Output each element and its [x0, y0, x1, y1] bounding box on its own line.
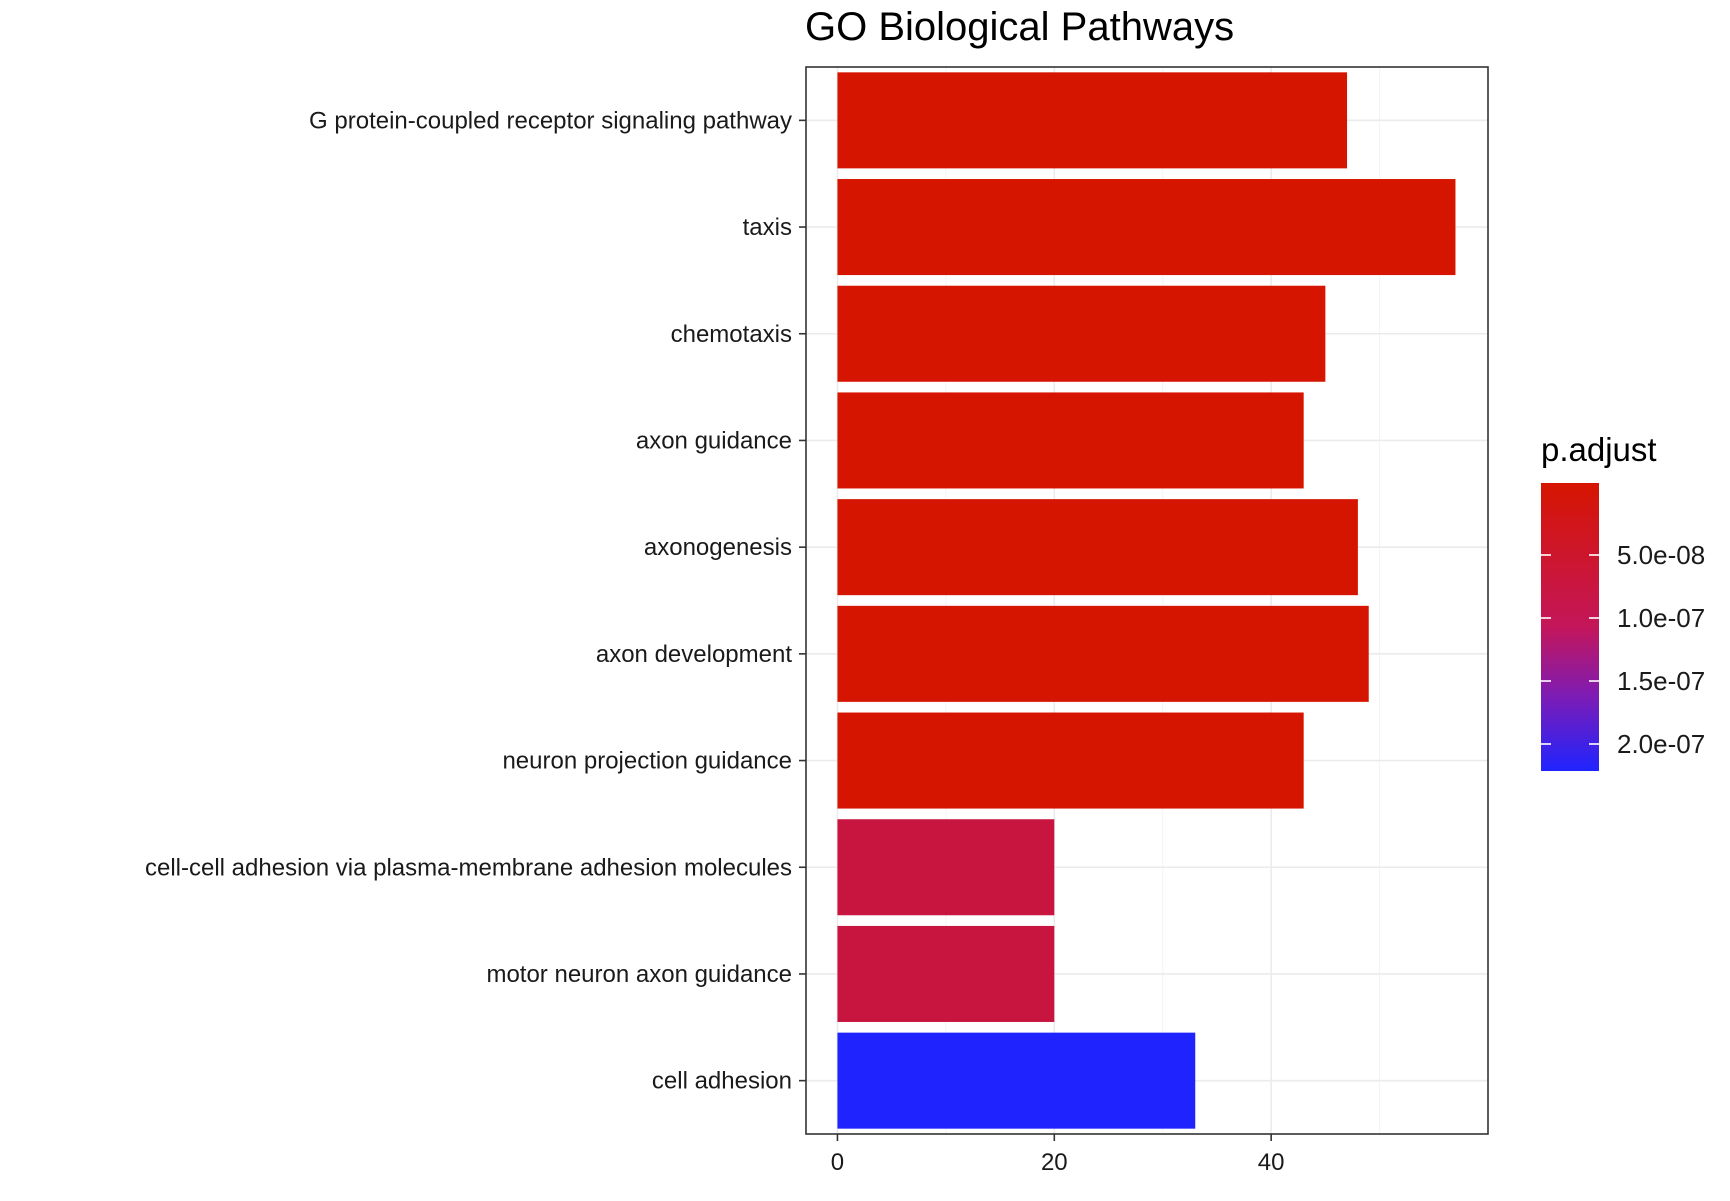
y-axis: G protein-coupled receptor signaling pat… [145, 107, 806, 1095]
bar [837, 72, 1348, 169]
y-tick-label: axon guidance [636, 427, 792, 454]
bar [837, 179, 1456, 276]
bar [837, 605, 1369, 702]
bar [837, 499, 1358, 596]
x-axis: 0 20 40 [831, 1134, 1285, 1176]
bar [837, 392, 1304, 489]
colorbar-gradient [1541, 483, 1599, 771]
y-tick-label: G protein-coupled receptor signaling pat… [309, 107, 792, 134]
bar [837, 285, 1326, 382]
y-tick-label: neuron projection guidance [502, 748, 792, 775]
colorbar-legend: p.adjust 5.0e-08 1.0e-07 1.5e-07 2.0e-07 [1541, 431, 1705, 771]
y-tick-label: chemotaxis [671, 321, 792, 348]
y-tick-label: motor neuron axon guidance [486, 961, 792, 988]
bar [837, 925, 1055, 1022]
bar [837, 712, 1304, 809]
plot-panel-border [805, 66, 1489, 1135]
bar [837, 819, 1055, 916]
y-tick-label: axon development [596, 641, 792, 668]
colorbar-tick-label: 1.0e-07 [1617, 603, 1705, 633]
x-tick-label: 40 [1258, 1149, 1285, 1176]
bars-layer [837, 72, 1456, 1129]
colorbar-tick-label: 5.0e-08 [1617, 540, 1705, 570]
x-tick-label: 20 [1041, 1149, 1068, 1176]
chart-title: GO Biological Pathways [805, 5, 1234, 49]
colorbar-tick-label: 2.0e-07 [1617, 729, 1705, 759]
bar [837, 1032, 1196, 1129]
y-tick-label: taxis [743, 214, 792, 241]
y-tick-label: cell-cell adhesion via plasma-membrane a… [145, 854, 792, 881]
colorbar-title: p.adjust [1541, 431, 1657, 468]
colorbar-tick-label: 1.5e-07 [1617, 666, 1705, 696]
x-tick-label: 0 [831, 1149, 844, 1176]
y-tick-label: axonogenesis [644, 534, 792, 561]
y-tick-label: cell adhesion [652, 1068, 792, 1095]
